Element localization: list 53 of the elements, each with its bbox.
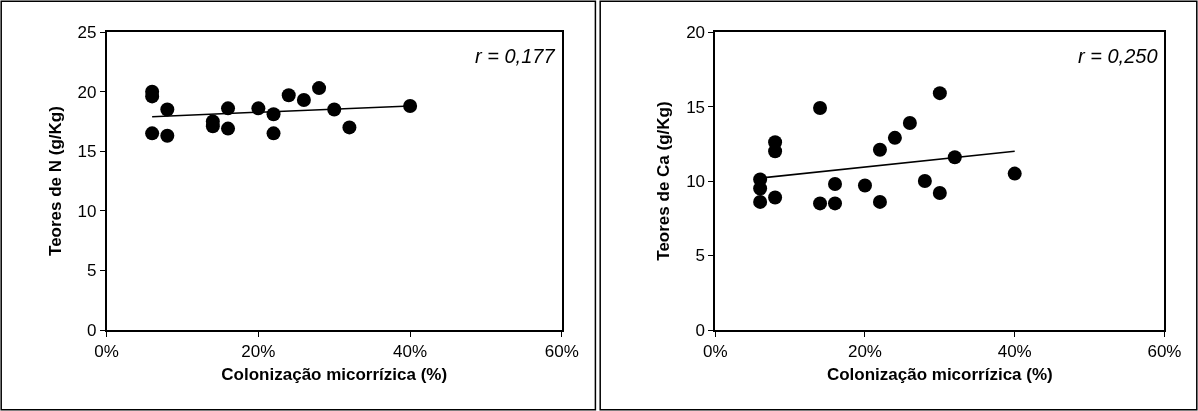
point: [768, 144, 783, 159]
y-tick-label: 0: [695, 320, 706, 340]
y-tick-label: 5: [695, 246, 706, 266]
y-tick-label: 10: [77, 201, 97, 221]
point: [857, 178, 872, 193]
point: [828, 196, 843, 211]
point: [221, 121, 236, 136]
x-axis-title: Colonização micorrízica (%): [221, 365, 448, 385]
point: [160, 128, 175, 143]
y-tick-label: 20: [77, 82, 97, 102]
y-tick-label: 0: [87, 320, 97, 340]
point: [221, 101, 236, 116]
point: [281, 88, 296, 103]
x-tick-label: 0%: [94, 342, 119, 362]
point: [160, 102, 175, 117]
annotation: r = 0,250: [1078, 45, 1158, 67]
x-tick-label: 0%: [702, 342, 728, 362]
x-tick-label: 20%: [847, 342, 882, 362]
point: [753, 181, 768, 196]
point: [872, 194, 887, 209]
y-tick-label: 20: [686, 23, 706, 43]
point: [296, 93, 311, 107]
y-tick-label: 10: [686, 172, 706, 191]
point: [312, 81, 327, 96]
point: [342, 120, 357, 135]
x-axis-title: Colonização micorrízica (%): [826, 365, 1053, 385]
point: [403, 98, 418, 113]
point: [887, 130, 902, 145]
point: [1007, 166, 1022, 181]
point: [768, 190, 783, 205]
point: [917, 174, 932, 189]
x-tick-label: 60%: [1147, 342, 1182, 362]
point: [828, 177, 843, 192]
y-tick-label: 5: [87, 261, 97, 281]
point: [145, 126, 160, 141]
point: [813, 196, 828, 211]
y-tick-label: 15: [686, 97, 706, 117]
y-tick-label: 25: [77, 23, 97, 43]
x-tick-label: 40%: [393, 342, 428, 362]
point: [872, 142, 887, 157]
x-tick-label: 20%: [241, 342, 276, 362]
y-axis-title: Teores de Ca (g/Kg): [654, 101, 674, 261]
point: [813, 101, 828, 116]
y-tick-label: 15: [77, 142, 97, 162]
point: [932, 185, 947, 200]
point: [932, 86, 947, 101]
x-tick-label: 40%: [997, 342, 1032, 362]
y-axis-title: Teores de N (g/Kg): [45, 106, 65, 256]
x-tick-label: 60%: [544, 342, 579, 362]
point: [753, 194, 768, 209]
point: [266, 126, 281, 141]
annotation: r = 0,177: [475, 45, 556, 67]
point: [902, 115, 917, 130]
